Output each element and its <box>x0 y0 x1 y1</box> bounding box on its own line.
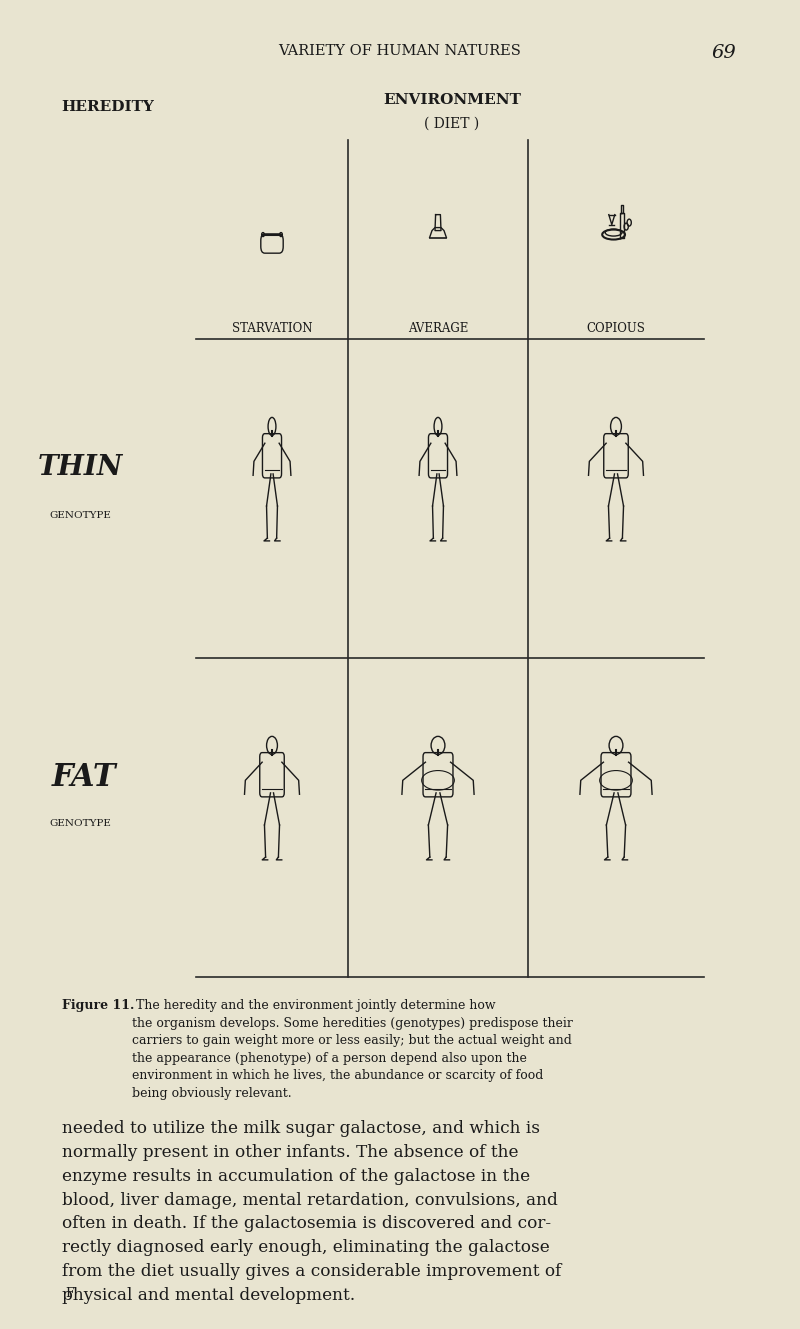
Text: AVERAGE: AVERAGE <box>408 322 468 335</box>
Text: GENOTYPE: GENOTYPE <box>49 512 111 520</box>
Text: VARIETY OF HUMAN NATURES: VARIETY OF HUMAN NATURES <box>278 44 522 58</box>
Text: FAT: FAT <box>52 762 116 793</box>
Text: GENOTYPE: GENOTYPE <box>49 820 111 828</box>
Text: ( DIET ): ( DIET ) <box>424 117 480 132</box>
Text: HEREDITY: HEREDITY <box>62 100 154 114</box>
Text: The heredity and the environment jointly determine how
the organism develops. So: The heredity and the environment jointly… <box>132 999 573 1100</box>
Text: needed to utilize the milk sugar galactose, and which is
normally present in oth: needed to utilize the milk sugar galacto… <box>62 1120 562 1304</box>
Text: ENVIRONMENT: ENVIRONMENT <box>383 93 521 108</box>
Text: F: F <box>66 1286 74 1300</box>
Text: COPIOUS: COPIOUS <box>586 322 646 335</box>
Text: THIN: THIN <box>38 455 122 481</box>
Text: STARVATION: STARVATION <box>232 322 312 335</box>
Text: 69: 69 <box>711 44 736 62</box>
Text: Figure 11.: Figure 11. <box>62 999 134 1013</box>
